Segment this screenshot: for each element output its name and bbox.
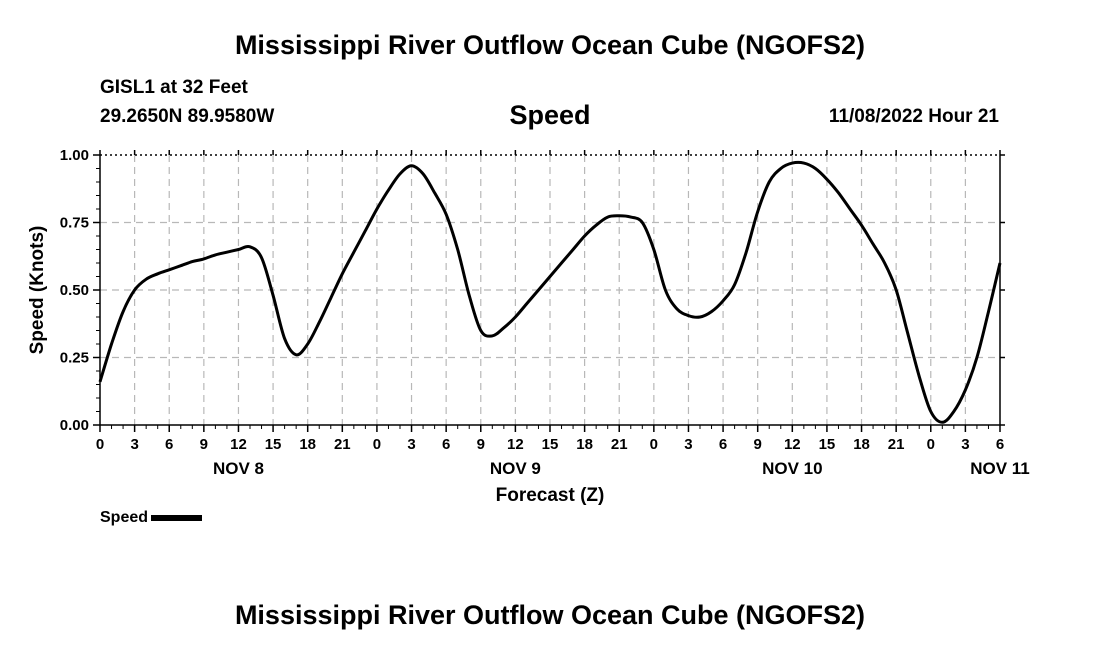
x-tick-label: 12	[784, 436, 801, 453]
y-tick-label: 0.25	[60, 350, 89, 367]
x-tick-label: 3	[684, 436, 692, 453]
date-label: NOV 9	[490, 459, 541, 478]
x-tick-label: 18	[853, 436, 870, 453]
chart-title: Speed	[509, 100, 591, 130]
legend-label: Speed	[100, 509, 149, 526]
x-tick-label: 6	[719, 436, 727, 453]
x-tick-label: 3	[130, 436, 138, 453]
x-tick-label: 18	[299, 436, 316, 453]
legend-line-swatch	[151, 514, 203, 521]
y-tick-label: 0.00	[60, 417, 89, 434]
x-tick-label: 6	[165, 436, 173, 453]
x-tick-label: 12	[507, 436, 524, 453]
x-tick-label: 6	[442, 436, 450, 453]
station-label: GISL1 at 32 Feet	[100, 77, 248, 98]
series-line-speed	[98, 160, 1002, 424]
x-tick-label: 0	[373, 436, 381, 453]
x-tick-label: 0	[650, 436, 658, 453]
series	[98, 160, 1002, 424]
x-tick-label: 6	[996, 436, 1004, 453]
x-tick-label: 9	[754, 436, 762, 453]
y-axis-title: Speed (Knots)	[27, 226, 48, 355]
x-tick-label: 3	[961, 436, 969, 453]
legend: Speed	[100, 509, 203, 527]
x-tick-label: 0	[96, 436, 104, 453]
x-tick-label: 12	[230, 436, 247, 453]
x-tick-label: 9	[477, 436, 485, 453]
y-tick-label: 0.50	[60, 282, 89, 299]
x-tick-label: 0	[927, 436, 935, 453]
date-label: NOV 10	[762, 459, 822, 478]
x-tick-label: 21	[888, 436, 905, 453]
x-tick-label: 21	[334, 436, 351, 453]
footer-title: Mississippi River Outflow Ocean Cube (NG…	[234, 600, 866, 630]
date-label: NOV 11	[970, 459, 1030, 478]
grid	[100, 154, 1000, 425]
x-tick-label: 15	[819, 436, 836, 453]
axis-labels: 0 3 6 9 12 15 18 21 0 3 6 9 12 15 18 21 0 3 6 9 12 15 18 21 0 3 6 0…	[27, 147, 1030, 506]
coordinates-label: 29.2650N 89.9580W	[100, 106, 275, 127]
x-axis-title: Forecast (Z)	[496, 485, 605, 506]
y-tick-label: 0.75	[60, 215, 89, 232]
axes	[93, 150, 1005, 432]
x-tick-label: 9	[200, 436, 208, 453]
forecast-datetime: 11/08/2022 Hour 21	[828, 106, 999, 127]
main-title: Mississippi River Outflow Ocean Cube (NG…	[234, 30, 866, 60]
x-tick-label: 15	[542, 436, 559, 453]
y-tick-label: 1.00	[60, 147, 89, 164]
x-tick-label: 21	[611, 436, 628, 453]
date-label: NOV 8	[213, 459, 264, 478]
x-tick-label: 15	[265, 436, 282, 453]
x-tick-label: 3	[407, 436, 415, 453]
x-tick-label: 18	[576, 436, 593, 453]
